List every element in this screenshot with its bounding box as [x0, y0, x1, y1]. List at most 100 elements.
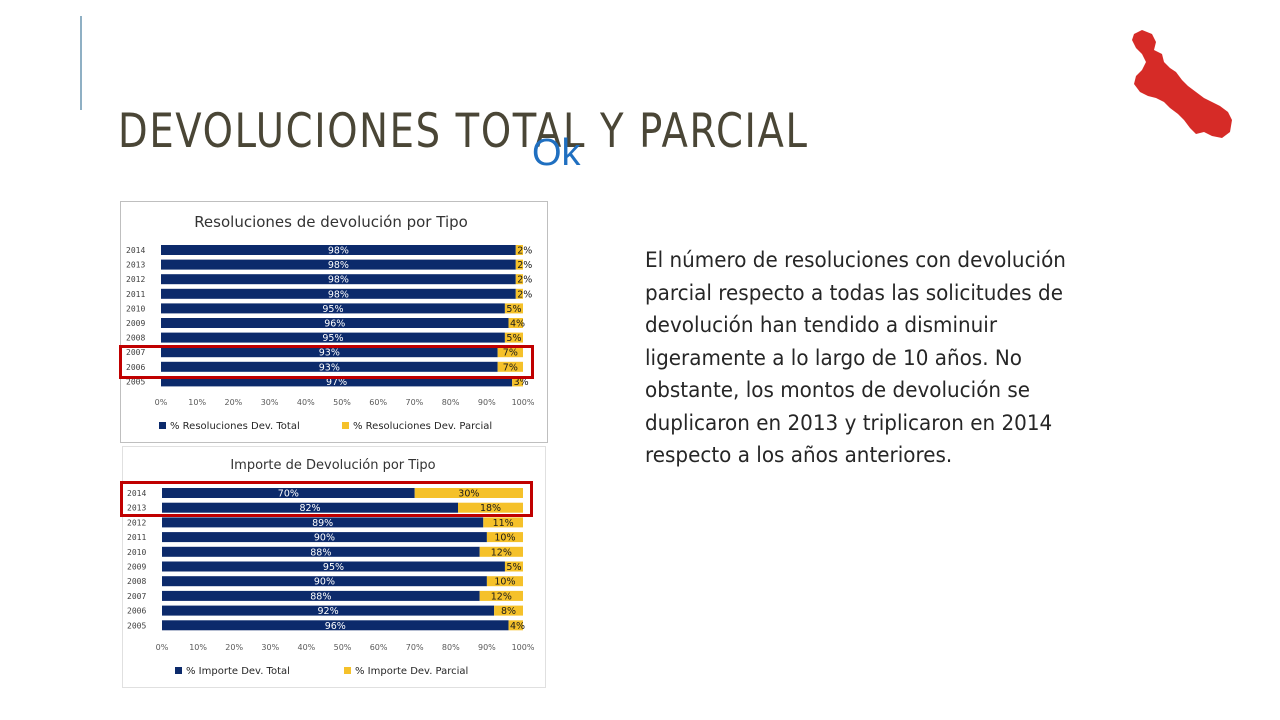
bar-parcial [515, 288, 523, 299]
legend-label: % Resoluciones Dev. Total [170, 421, 300, 432]
bar-total [161, 361, 498, 372]
data-label-parcial: 4% [510, 621, 525, 632]
x-tick-label: 20% [225, 643, 243, 652]
x-tick-label: 10% [189, 643, 207, 652]
data-label-parcial: 2% [517, 260, 532, 271]
x-tick-label: 20% [225, 398, 243, 407]
data-label-total: 90% [314, 533, 335, 544]
slide-title: DEVOLUCIONES TOTAL Y PARCIAL [118, 104, 809, 159]
bar-total [162, 502, 459, 513]
bar-parcial [515, 259, 523, 270]
x-tick-label: 40% [298, 643, 316, 652]
bar-parcial [512, 376, 523, 387]
category-label: 2005 [126, 377, 145, 386]
data-label-total: 95% [322, 333, 343, 344]
x-tick-label: 90% [478, 398, 496, 407]
veracruz-state-map-icon [1132, 30, 1232, 138]
category-label: 2011 [127, 533, 146, 542]
category-label: 2010 [127, 548, 146, 557]
data-label-total: 95% [322, 304, 343, 315]
legend-label: % Importe Dev. Total [186, 666, 290, 677]
bar-total [162, 517, 484, 528]
x-tick-label: 60% [369, 398, 387, 407]
body-paragraph: El número de resoluciones con devolución… [645, 248, 1066, 467]
bar-parcial [504, 332, 523, 343]
data-label-parcial: 2% [517, 289, 532, 300]
bar-total [161, 274, 516, 285]
bar-total [162, 590, 480, 601]
data-label-total: 93% [319, 362, 340, 373]
x-tick-label: 80% [442, 643, 460, 652]
category-label: 2012 [126, 275, 145, 284]
x-tick-label: 50% [333, 398, 351, 407]
data-label-parcial: 8% [501, 606, 516, 617]
data-label-parcial: 5% [506, 562, 521, 573]
x-tick-label: 100% [512, 398, 535, 407]
bar-total [161, 259, 516, 270]
data-label-total: 93% [319, 348, 340, 359]
data-label-parcial: 3% [514, 377, 529, 388]
bar-total [162, 546, 480, 557]
data-label-total: 96% [324, 319, 345, 330]
data-label-parcial: 12% [491, 591, 512, 602]
category-label: 2006 [126, 363, 145, 372]
category-label: 2012 [127, 518, 146, 527]
ok-annotation: Ok [532, 132, 581, 174]
chart-title: Importe de Devolución por Tipo [230, 458, 435, 473]
bar-total [161, 347, 498, 358]
category-label: 2007 [127, 592, 146, 601]
category-label: 2009 [126, 319, 145, 328]
data-label-parcial: 18% [480, 503, 501, 514]
data-label-parcial: 30% [458, 489, 479, 500]
category-label: 2008 [126, 334, 145, 343]
legend-swatch [342, 422, 349, 429]
data-label-total: 92% [317, 606, 338, 617]
category-label: 2010 [126, 304, 145, 313]
x-tick-label: 10% [188, 398, 206, 407]
x-tick-label: 30% [261, 643, 279, 652]
data-label-parcial: 12% [491, 547, 512, 558]
data-label-parcial: 2% [517, 246, 532, 257]
highlight-box-resoluciones [119, 345, 534, 379]
x-tick-label: 100% [512, 643, 535, 652]
bar-parcial [504, 303, 523, 314]
data-label-total: 70% [278, 489, 299, 500]
chart-importe: Importe de Devolución por Tipo 0% 10% 20% 30… [127, 458, 535, 677]
chart-importe-panel: Importe de Devolución por Tipo 0% 10% 20% 30… [122, 446, 546, 688]
bar-total [161, 318, 509, 328]
data-label-parcial: 5% [506, 304, 521, 315]
data-label-total: 89% [312, 518, 333, 529]
bar-parcial [458, 502, 523, 513]
category-label: 2007 [126, 348, 145, 357]
accent-line [80, 16, 82, 110]
chart-resoluciones: Resoluciones de devolución por Tipo 0% 10%… [126, 213, 535, 432]
bar-total [162, 532, 487, 543]
legend-swatch [344, 667, 351, 674]
category-label: 2014 [127, 489, 146, 498]
category-label: 2005 [127, 621, 146, 630]
legend-label: % Resoluciones Dev. Parcial [353, 421, 492, 432]
bar-total [161, 332, 505, 343]
data-label-total: 98% [328, 260, 349, 271]
map-shape [1132, 30, 1232, 138]
bar-total [161, 245, 516, 255]
bar-parcial [497, 361, 523, 372]
bar-parcial [515, 245, 523, 255]
legend-label: % Importe Dev. Parcial [355, 666, 468, 677]
x-tick-label: 50% [334, 643, 352, 652]
x-tick-label: 40% [297, 398, 315, 407]
bar-total [162, 620, 509, 631]
data-label-total: 98% [328, 246, 349, 257]
bar-parcial [508, 620, 523, 631]
category-label: 2013 [126, 261, 145, 270]
bar-parcial [508, 318, 523, 328]
bar-parcial [479, 546, 523, 557]
category-label: 2009 [127, 563, 146, 572]
bar-total [162, 561, 505, 572]
legend-swatch [175, 667, 182, 674]
x-tick-label: 90% [478, 643, 496, 652]
bar-parcial [515, 274, 523, 285]
x-tick-label: 70% [406, 643, 424, 652]
data-label-total: 88% [310, 547, 331, 558]
data-label-parcial: 10% [494, 577, 515, 588]
